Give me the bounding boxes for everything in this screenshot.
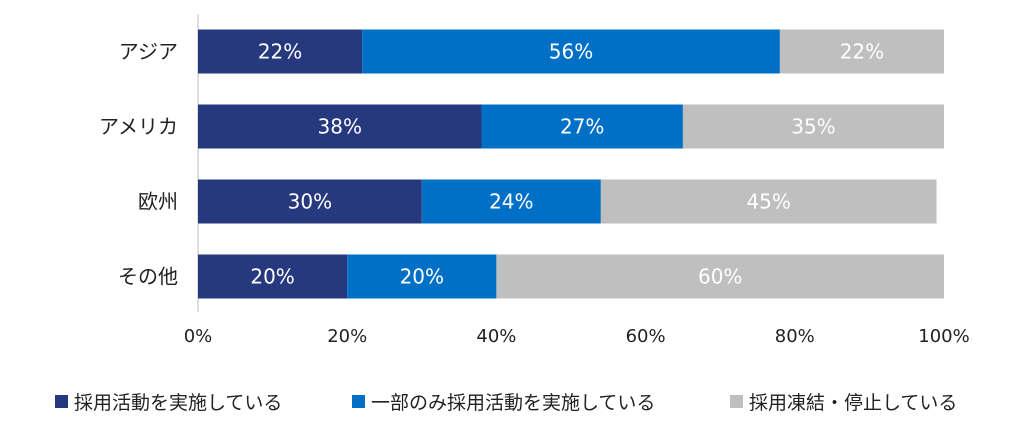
- data-label-1-series-3: 22%: [840, 40, 884, 64]
- x-tick-label-3: 40%: [476, 326, 516, 347]
- legend-item-series-1: 採用活動を実施している: [55, 386, 282, 416]
- legend-label-series-3: 採用凍結・停止している: [749, 391, 958, 414]
- legend-item-series-2: 一部のみ採用活動を実施している: [352, 386, 655, 416]
- bar-1-series-3: [779, 29, 944, 74]
- bars-group: 22% 56% 22% 38% 27% 35% 30% 24% 45% 20% 20% 60%: [198, 29, 944, 299]
- legend-item-series-3: 採用凍結・停止している: [730, 386, 957, 416]
- legend-swatch-series-1: [55, 394, 68, 408]
- category-label-1: アジア: [119, 40, 178, 64]
- bar-2-series-1: [198, 104, 482, 149]
- bar-4-series-1: [198, 254, 348, 299]
- x-tick-label-5: 80%: [775, 326, 815, 347]
- bar-3-series-1: [198, 179, 422, 224]
- x-tick-label-4: 60%: [626, 326, 666, 347]
- data-label-1-series-1: 22%: [258, 40, 302, 64]
- x-tick-label-1: 0%: [184, 326, 213, 347]
- legend: 採用活動を実施している 一部のみ採用活動を実施している 採用凍結・停止している: [0, 386, 1022, 416]
- bar-4-series-2: [347, 254, 497, 299]
- x-tick-labels: 0% 20% 40% 60% 80% 100%: [184, 326, 970, 347]
- category-label-3: 欧州: [138, 190, 178, 214]
- data-label-3-series-1: 30%: [288, 190, 332, 214]
- x-tick-label-6: 100%: [918, 326, 969, 347]
- bar-1-series-1: [198, 29, 363, 74]
- legend-swatch-series-2: [352, 394, 365, 408]
- data-label-1-series-2: 56%: [549, 40, 593, 64]
- bar-2-series-3: [682, 104, 944, 149]
- legend-label-series-2: 一部のみ採用活動を実施している: [371, 391, 656, 414]
- data-label-4-series-1: 20%: [250, 265, 294, 289]
- legend-label-series-1: 採用活動を実施している: [74, 391, 283, 414]
- bar-3-series-3: [600, 179, 937, 224]
- bar-4-series-3: [496, 254, 944, 299]
- x-tick-label-2: 20%: [327, 326, 367, 347]
- data-label-3-series-3: 45%: [746, 190, 790, 214]
- data-label-2-series-3: 35%: [791, 115, 835, 139]
- category-label-2: アメリカ: [99, 115, 178, 139]
- data-label-4-series-3: 60%: [698, 265, 742, 289]
- data-label-3-series-2: 24%: [489, 190, 533, 214]
- bar-1-series-2: [362, 29, 780, 74]
- data-label-2-series-1: 38%: [318, 115, 362, 139]
- bar-3-series-2: [421, 179, 601, 224]
- bar-2-series-2: [481, 104, 683, 149]
- data-label-4-series-2: 20%: [400, 265, 444, 289]
- category-label-4: その他: [118, 265, 178, 289]
- data-label-2-series-2: 27%: [560, 115, 604, 139]
- legend-swatch-series-3: [730, 394, 743, 408]
